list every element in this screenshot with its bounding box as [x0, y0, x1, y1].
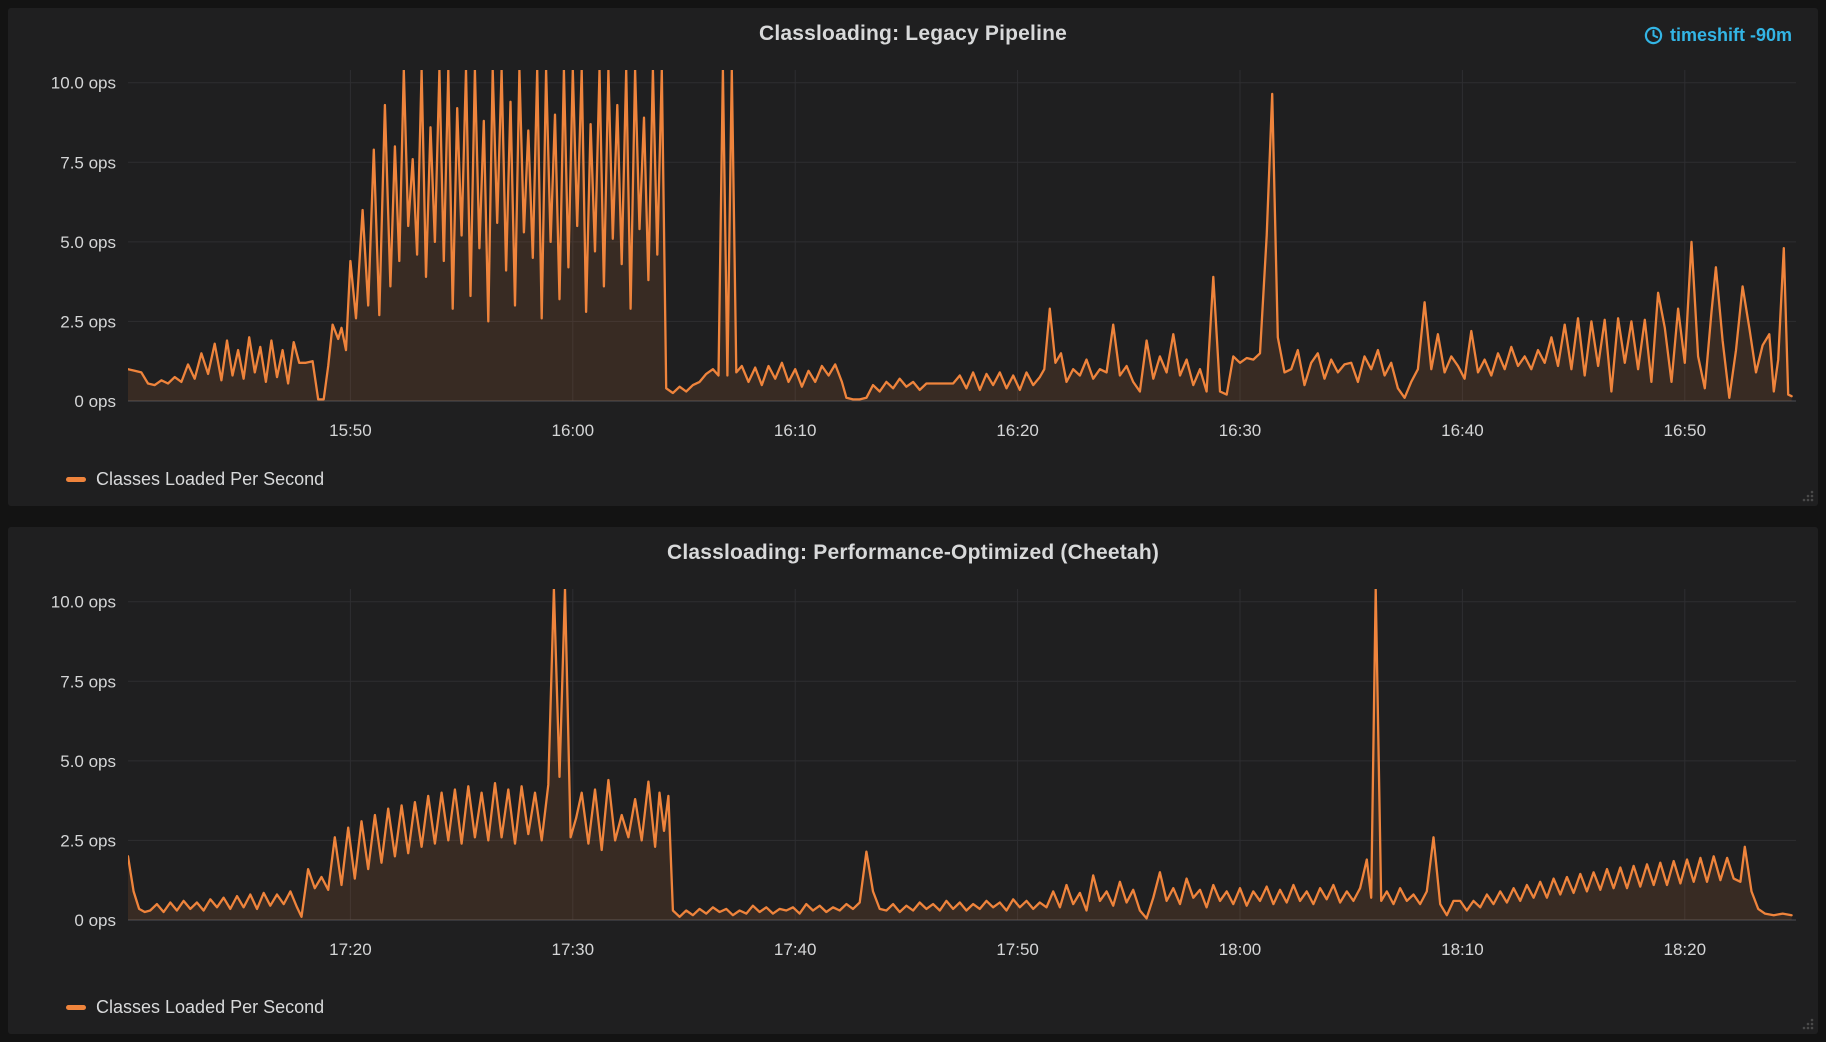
- series-line: [128, 589, 1793, 920]
- series-area-fill: [128, 589, 1792, 920]
- y-tick-label: 0 ops: [74, 392, 116, 411]
- legend-item[interactable]: Classes Loaded Per Second: [66, 997, 324, 1018]
- legend: Classes Loaded Per Second: [66, 997, 324, 1018]
- x-tick-label: 17:40: [774, 940, 817, 959]
- series-area-fill: [128, 70, 1792, 401]
- chart-canvas[interactable]: 0 ops 2.5 ops 5.0 ops 7.5 ops 10.0 ops 17:20 1…: [8, 527, 1818, 1034]
- panel-title[interactable]: Classloading: Legacy Pipeline: [758, 22, 1068, 45]
- panel-legacy-pipeline: 0 ops 2.5 ops 5.0 ops 7.5 ops 10.0 ops 15:50 1…: [8, 8, 1818, 506]
- panel-resize-handle[interactable]: [1801, 1017, 1815, 1031]
- x-tick-label: 16:00: [552, 421, 595, 440]
- y-tick-label: 7.5 ops: [60, 153, 116, 172]
- x-tick-label: 18:00: [1219, 940, 1262, 959]
- panel-resize-handle[interactable]: [1801, 489, 1815, 503]
- x-tick-label: 16:50: [1664, 421, 1707, 440]
- timeshift-badge: timeshift -90m: [1644, 25, 1792, 46]
- panel-performance-optimized: 0 ops 2.5 ops 5.0 ops 7.5 ops 10.0 ops 17:20 1…: [8, 527, 1818, 1034]
- chart-canvas[interactable]: 0 ops 2.5 ops 5.0 ops 7.5 ops 10.0 ops 15:50 1…: [8, 8, 1818, 506]
- y-tick-label: 5.0 ops: [60, 752, 116, 771]
- x-tick-label: 17:30: [552, 940, 595, 959]
- x-tick-label: 16:40: [1441, 421, 1484, 440]
- y-tick-label: 0 ops: [74, 911, 116, 930]
- y-tick-label: 2.5 ops: [60, 312, 116, 331]
- panel-title[interactable]: Classloading: Performance-Optimized (Che…: [666, 541, 1160, 564]
- x-tick-label: 16:30: [1219, 421, 1262, 440]
- legend-label: Classes Loaded Per Second: [96, 469, 325, 489]
- y-tick-label: 7.5 ops: [60, 672, 116, 691]
- legend-label: Classes Loaded Per Second: [96, 997, 325, 1017]
- y-tick-label: 10.0 ops: [51, 593, 116, 612]
- x-tick-label: 17:50: [996, 940, 1039, 959]
- legend-color-swatch[interactable]: [66, 1005, 86, 1010]
- legend: Classes Loaded Per Second: [66, 469, 324, 490]
- timeshift-label: timeshift -90m: [1669, 25, 1792, 45]
- series-line: [128, 70, 1793, 401]
- y-tick-label: 2.5 ops: [60, 831, 116, 850]
- y-tick-label: 5.0 ops: [60, 233, 116, 252]
- x-tick-label: 16:20: [996, 421, 1039, 440]
- x-tick-label: 17:20: [329, 940, 372, 959]
- legend-item[interactable]: Classes Loaded Per Second: [66, 469, 324, 490]
- legend-color-swatch[interactable]: [66, 477, 86, 482]
- clock-icon: [1644, 26, 1663, 45]
- x-tick-label: 16:10: [774, 421, 817, 440]
- x-tick-label: 15:50: [329, 421, 372, 440]
- y-tick-label: 10.0 ops: [51, 74, 116, 93]
- x-tick-label: 18:20: [1664, 940, 1707, 959]
- x-tick-label: 18:10: [1441, 940, 1484, 959]
